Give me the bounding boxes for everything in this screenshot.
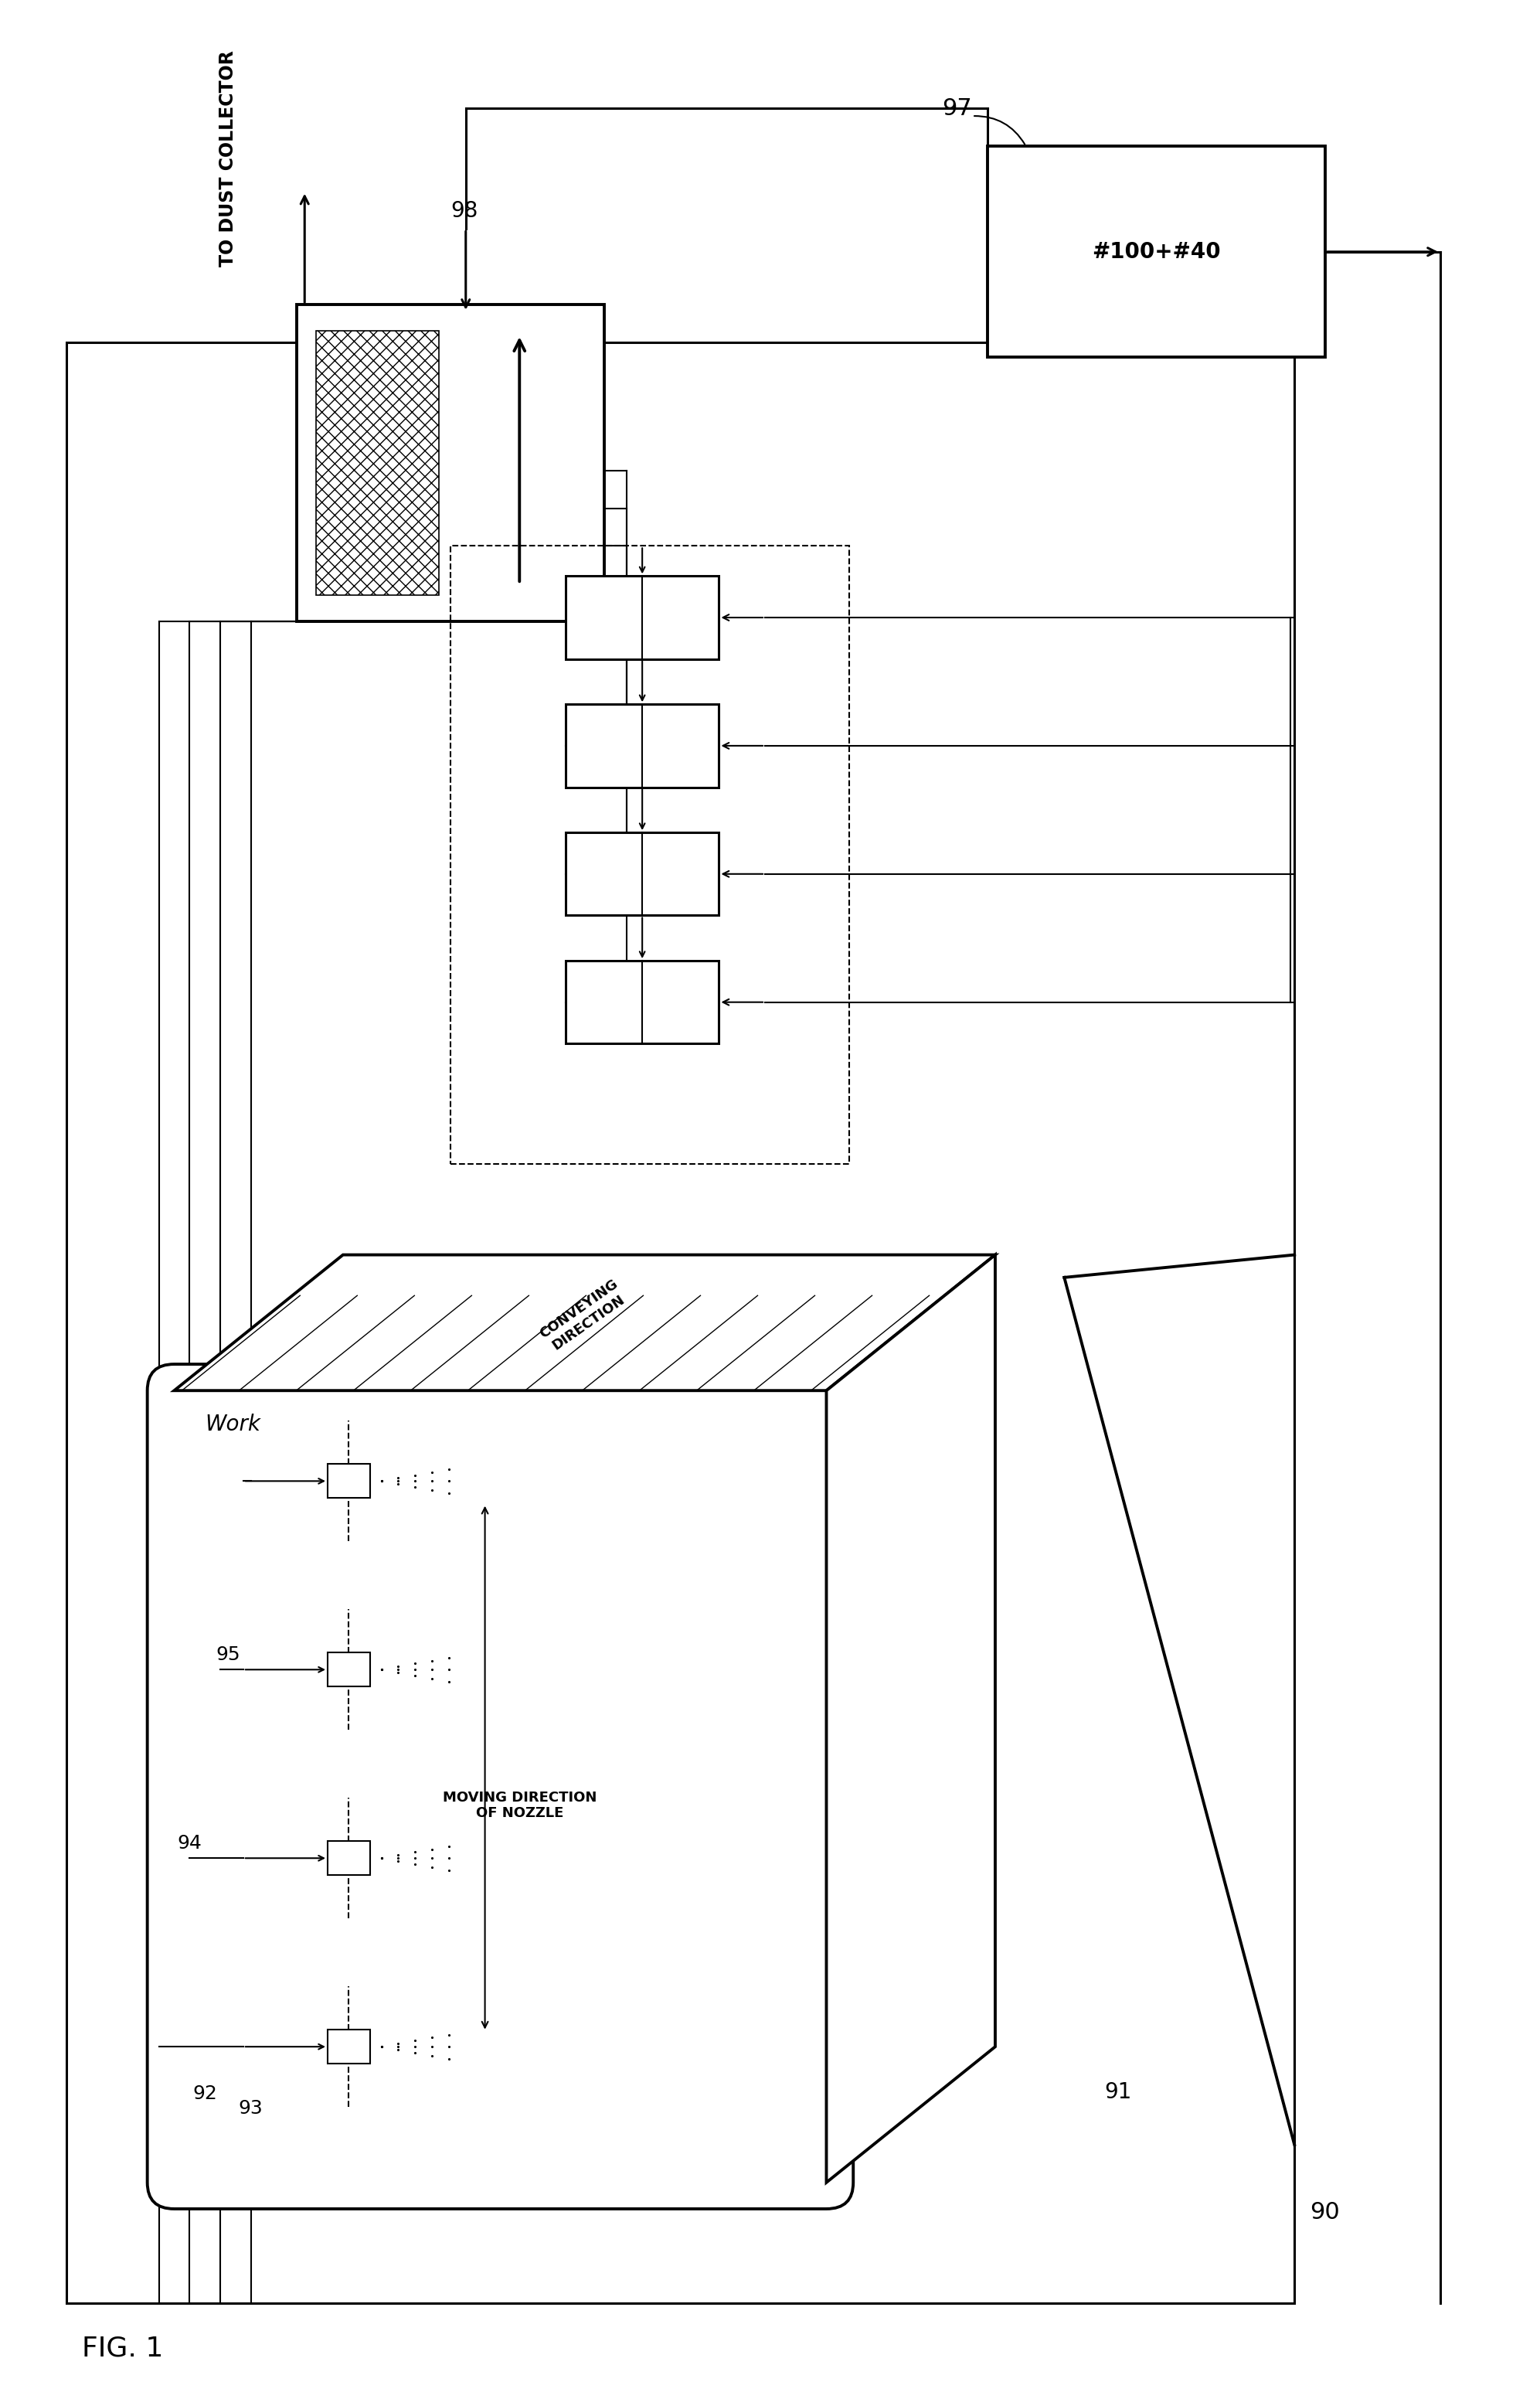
Bar — [316, 331, 439, 595]
Bar — [450, 547, 850, 1164]
Text: 94: 94 — [177, 1833, 202, 1852]
Text: Work: Work — [205, 1413, 260, 1435]
Text: 95: 95 — [216, 1646, 240, 1665]
FancyBboxPatch shape — [148, 1365, 853, 2209]
Bar — [328, 1840, 370, 1876]
Text: CONVEYING
DIRECTION: CONVEYING DIRECTION — [537, 1276, 630, 1355]
Polygon shape — [827, 1255, 995, 2183]
Bar — [565, 576, 719, 660]
Text: MOVING DIRECTION
OF NOZZLE: MOVING DIRECTION OF NOZZLE — [442, 1790, 596, 1821]
Bar — [328, 2030, 370, 2063]
Polygon shape — [174, 1255, 995, 1391]
Bar — [66, 343, 1295, 2303]
Text: 93: 93 — [239, 2099, 263, 2118]
Bar — [297, 305, 604, 621]
Text: 92: 92 — [192, 2085, 217, 2104]
Text: FIG. 1: FIG. 1 — [82, 2334, 163, 2361]
Bar — [565, 705, 719, 787]
Text: 96: 96 — [393, 513, 420, 535]
Bar — [565, 832, 719, 916]
Text: 98: 98 — [450, 199, 477, 221]
Text: 90: 90 — [1311, 2202, 1340, 2224]
Bar — [328, 1653, 370, 1686]
Text: 97: 97 — [942, 98, 972, 120]
Bar — [328, 1463, 370, 1497]
Bar — [987, 146, 1324, 357]
Text: 91: 91 — [1104, 2082, 1132, 2104]
Text: TO DUST COLLECTOR: TO DUST COLLECTOR — [219, 50, 237, 266]
Bar — [565, 960, 719, 1044]
Text: #100+#40: #100+#40 — [1092, 240, 1221, 261]
